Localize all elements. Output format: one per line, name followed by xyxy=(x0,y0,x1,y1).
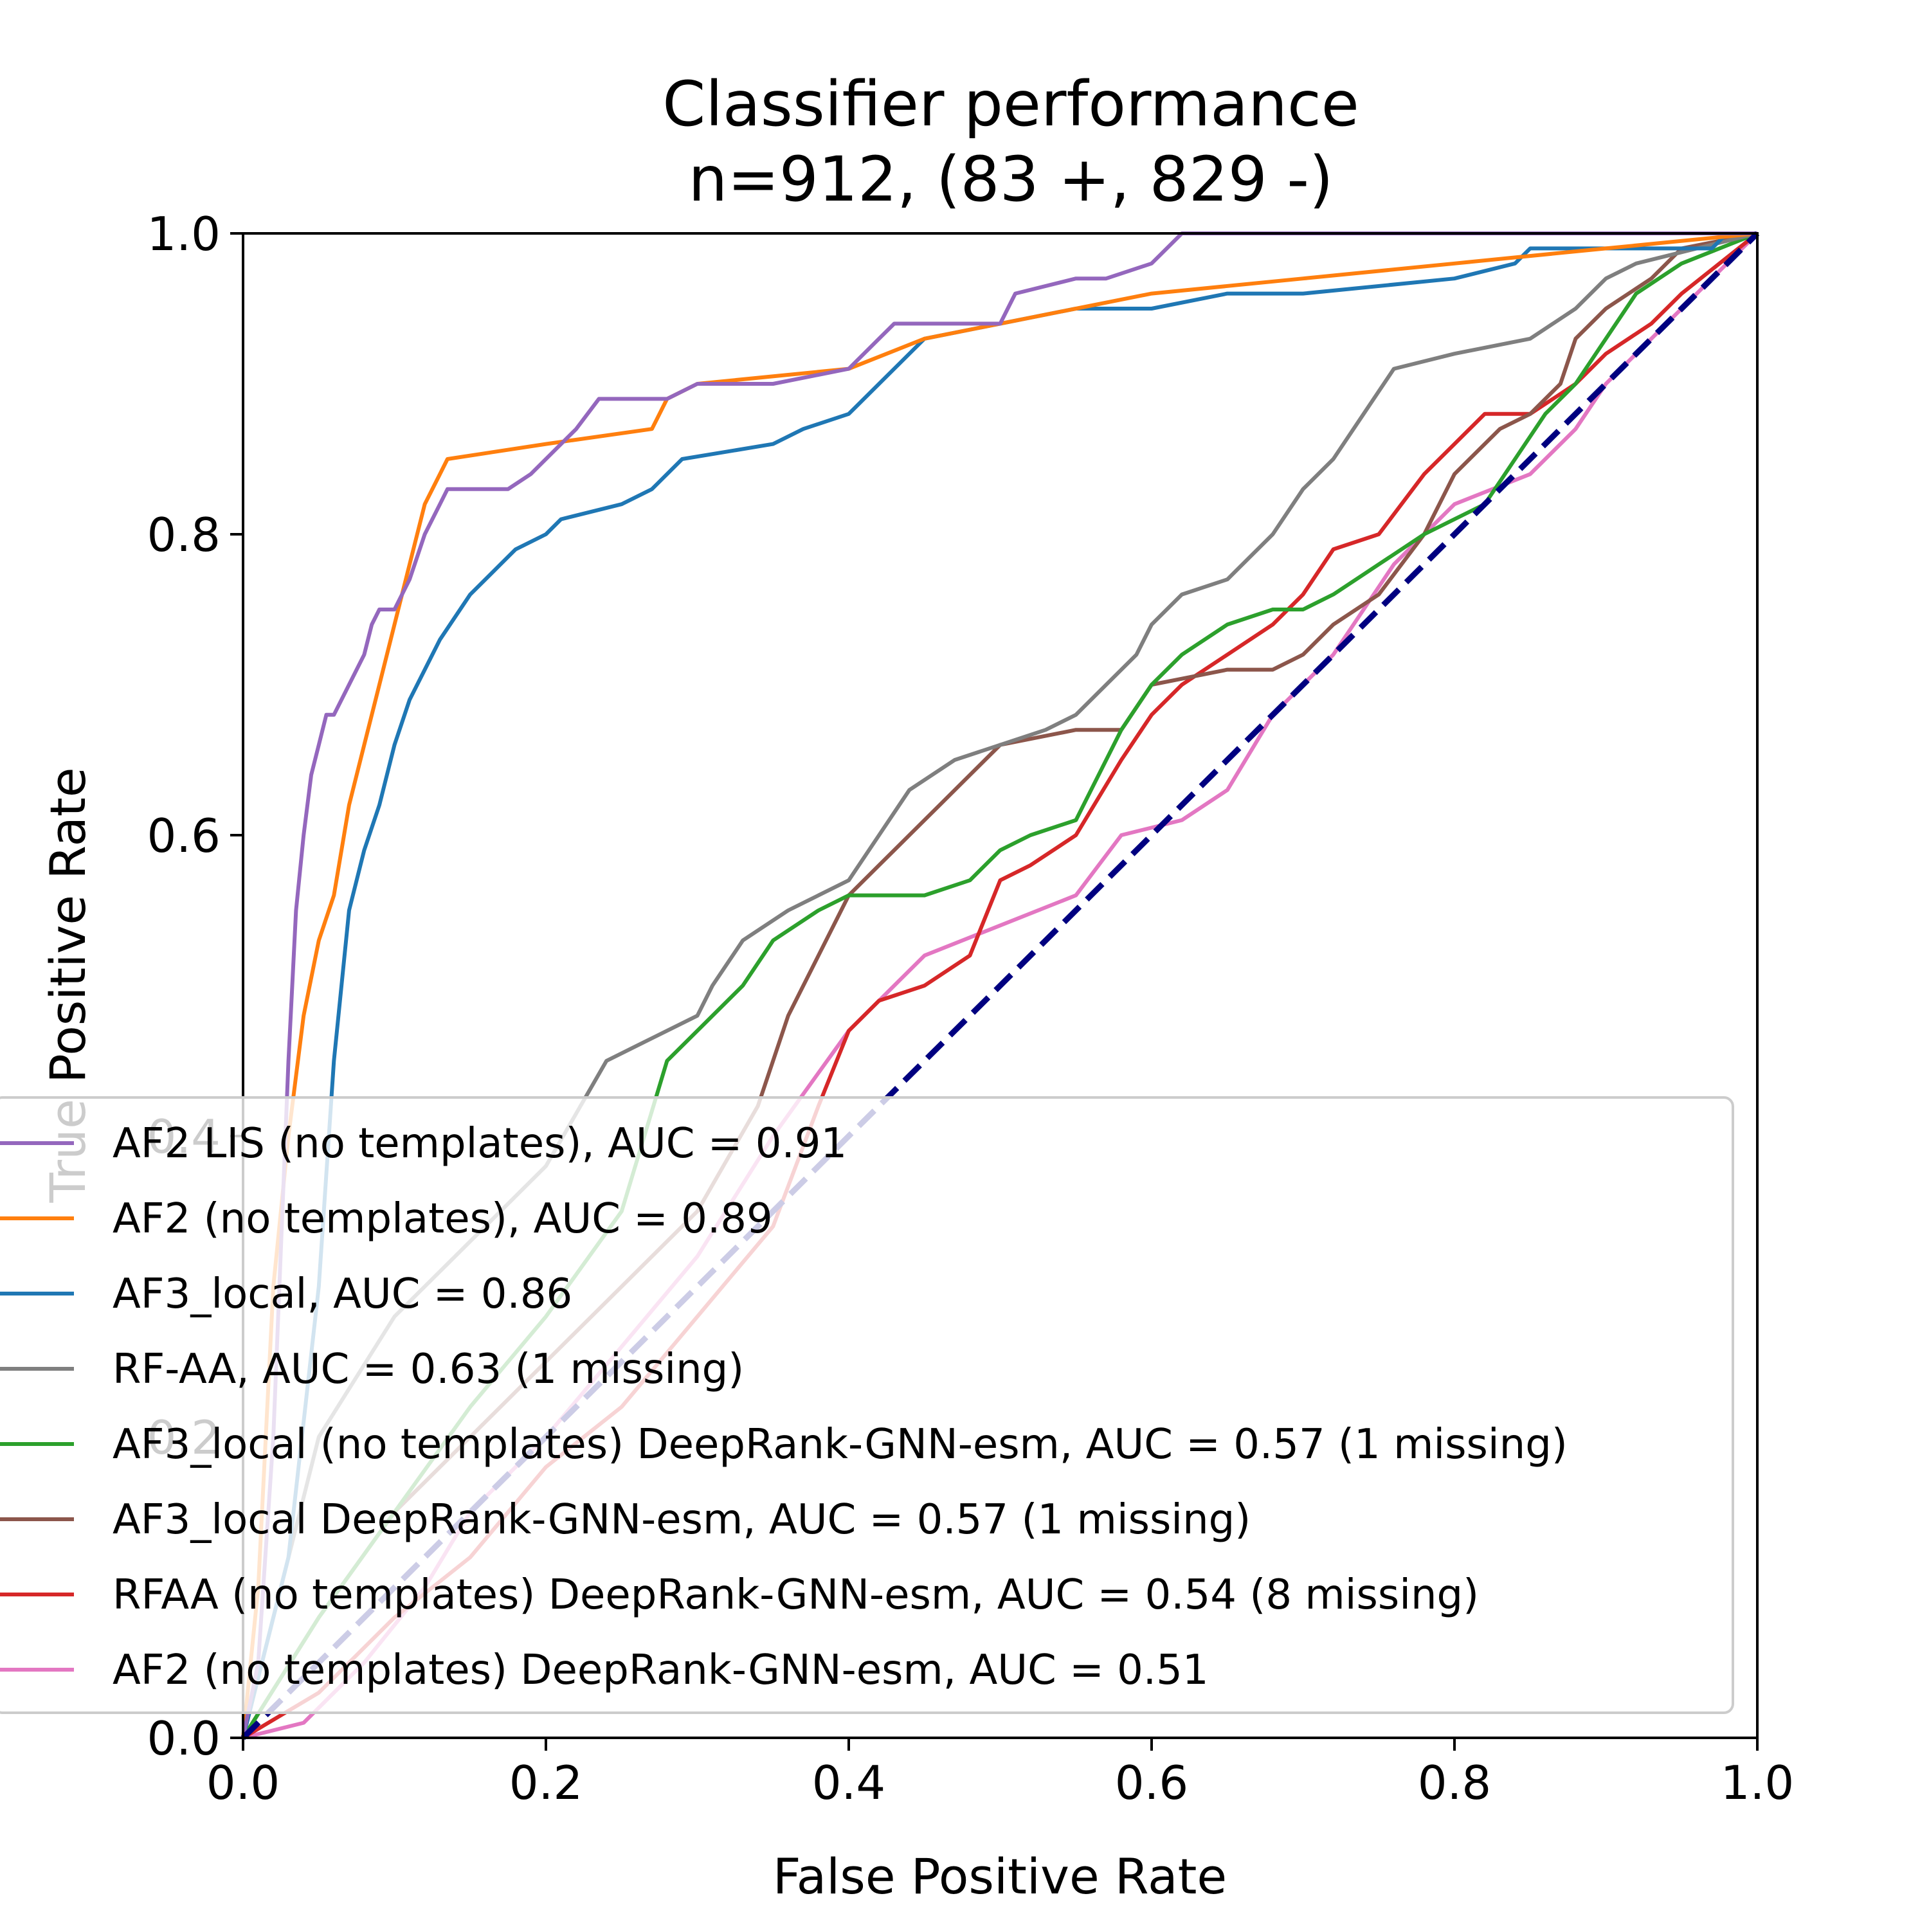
series-2-af3-local-auc-0-86-curve xyxy=(241,231,1757,1738)
x-axis-ticks: 0.0 0.2 0.4 0.6 0.8 1.0 xyxy=(206,1738,1795,1810)
x-tick-label: 0.6 xyxy=(1115,1756,1189,1810)
series-1-af2-no-templates-auc-0-89-legend-label: AF2 (no templates), AUC = 0.89 xyxy=(113,1195,773,1243)
series-2-af3-local-auc-0-86-legend-label: AF3_local, AUC = 0.86 xyxy=(113,1270,572,1318)
chart-subtitle: n=912, (83 +, 829 -) xyxy=(689,143,1334,215)
series-6-rfaa-no-templates-deeprank-gnn-esm-auc-0-legend-label: RFAA (no templates) DeepRank-GNN-esm, AU… xyxy=(113,1571,1479,1619)
series-0-af2-lis-no-templates-auc-0-91-curve xyxy=(241,231,1757,1738)
y-tick-label: 0.8 xyxy=(147,508,221,562)
series-4-af3-local-no-templates-deeprank-gnn-esm--legend-label: AF3_local (no templates) DeepRank-GNN-es… xyxy=(113,1421,1568,1468)
x-tick-label: 1.0 xyxy=(1721,1756,1795,1810)
series-0-af2-lis-no-templates-auc-0-91-legend-label: AF2 LIS (no templates), AUC = 0.91 xyxy=(113,1120,847,1168)
roc-curves xyxy=(241,231,1759,1740)
x-tick-label: 0.4 xyxy=(812,1756,886,1810)
legend-items: AF2 LIS (no templates), AUC = 0.91 AF2 (n… xyxy=(0,1120,1568,1694)
y-tick-label: 0.6 xyxy=(147,809,221,863)
series-3-rf-aa-auc-0-63-1-missing-curve xyxy=(241,231,1758,1738)
y-tick-label: 0.0 xyxy=(147,1711,221,1765)
x-tick-label: 0.2 xyxy=(509,1756,583,1810)
series-4-af3-local-no-templates-deeprank-gnn-esm--curve xyxy=(241,231,1759,1739)
plot-frame xyxy=(242,232,1759,1739)
series-7-af2-no-templates-deeprank-gnn-esm-auc-0--legend-label: AF2 (no templates) DeepRank-GNN-esm, AUC… xyxy=(113,1647,1209,1694)
y-tick-label: 1.0 xyxy=(147,207,221,261)
x-tick-label: 0.0 xyxy=(206,1756,280,1810)
x-tick-label: 0.8 xyxy=(1418,1756,1492,1810)
legend-box xyxy=(0,1096,1734,1714)
x-axis-label: False Positive Rate xyxy=(773,1848,1227,1905)
series-1-af2-no-templates-auc-0-89-curve xyxy=(241,231,1758,1738)
chart-title: Classifier performance xyxy=(662,68,1359,140)
legend: AF2 LIS (no templates), AUC = 0.91 AF2 (n… xyxy=(0,1096,1734,1714)
series-3-rf-aa-auc-0-63-1-missing-legend-label: RF-AA, AUC = 0.63 (1 missing) xyxy=(113,1346,744,1393)
series-5-af3-local-deeprank-gnn-esm-auc-0-57-1-mi-legend-label: AF3_local DeepRank-GNN-esm, AUC = 0.57 (… xyxy=(113,1496,1251,1544)
